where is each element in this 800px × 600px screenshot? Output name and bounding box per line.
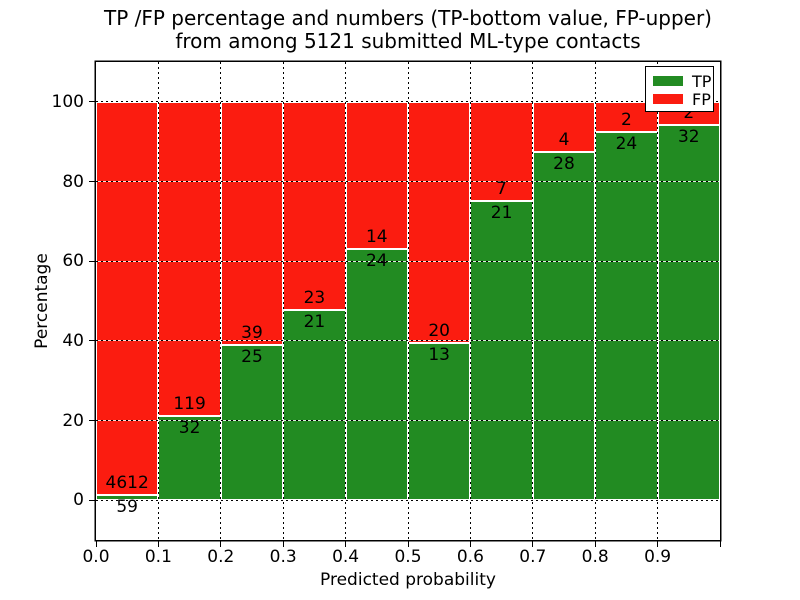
- h-gridline: [96, 181, 720, 182]
- tp-count-label: 21: [303, 312, 326, 333]
- fp-count-label: 4612: [105, 473, 149, 494]
- x-tick-label: 0.8: [581, 547, 609, 567]
- legend: TP FP: [645, 66, 714, 112]
- x-tick: [719, 540, 721, 547]
- fp-count-label: 23: [303, 288, 326, 309]
- fp-bar-segment: [283, 101, 346, 311]
- fp-count-label: 20: [428, 321, 450, 342]
- h-gridline: [96, 101, 720, 103]
- h-gridline: [96, 420, 720, 421]
- x-tick-label: 0.5: [394, 547, 422, 567]
- x-tick-label: 0.2: [207, 547, 235, 567]
- chart-title: TP /FP percentage and numbers (TP-bottom…: [96, 7, 720, 53]
- v-gridline: [594, 62, 596, 540]
- fp-bar-segment: [96, 101, 159, 496]
- tp-bar-segment: [345, 248, 408, 501]
- legend-swatch-tp: [653, 76, 683, 86]
- fp-count-label: 7: [496, 179, 507, 200]
- tp-count-label: 32: [677, 127, 700, 148]
- fp-count-label: 2: [620, 110, 632, 131]
- h-gridline: [96, 499, 720, 501]
- x-tick: [657, 540, 659, 547]
- tp-bar-segment: [532, 151, 596, 501]
- y-tick: [89, 499, 96, 501]
- plot-area: 4612 59 119 32 39 25 23 21 14 24 20 13 7 21 4 28 2 24 2 32 T…: [96, 62, 720, 540]
- fp-count-label: 14: [365, 226, 388, 247]
- tp-count-label: 21: [490, 203, 513, 224]
- v-gridline: [345, 62, 347, 540]
- tp-count-label: 24: [365, 250, 388, 271]
- fp-count-label: 119: [173, 393, 206, 414]
- y-tick-label: 20: [62, 410, 84, 431]
- y-tick-label: 40: [62, 330, 84, 351]
- tp-bar-segment: [158, 415, 221, 501]
- legend-label-tp: TP: [692, 71, 712, 91]
- v-gridline: [469, 62, 471, 540]
- legend-swatch-fp: [653, 94, 683, 104]
- fp-bar-segment: [220, 101, 284, 345]
- fp-bar-segment: [408, 101, 471, 344]
- tp-count-label: 13: [428, 345, 450, 366]
- x-tick-label: 0.0: [82, 547, 110, 567]
- y-tick: [89, 420, 96, 421]
- y-tick-label: 60: [62, 251, 84, 272]
- tp-bar-segment: [470, 201, 533, 501]
- tp-count-label: 28: [553, 153, 575, 174]
- v-gridline: [532, 62, 534, 540]
- v-gridline: [157, 62, 159, 540]
- tp-bar-segment: [657, 125, 720, 501]
- chart-title-line1: TP /FP percentage and numbers (TP-bottom…: [104, 6, 712, 30]
- x-tick-label: 0.7: [519, 547, 547, 567]
- x-tick: [220, 540, 222, 547]
- fp-bar-segment: [532, 101, 596, 152]
- tp-bar-segment: [96, 495, 159, 501]
- x-tick-label: 0.6: [456, 547, 484, 567]
- x-tick: [157, 540, 159, 547]
- v-gridline: [282, 62, 284, 540]
- tp-count-label: 25: [241, 346, 263, 367]
- x-tick-label: 0.4: [332, 547, 360, 567]
- legend-row-tp: TP: [653, 72, 711, 90]
- tp-bar-segment: [283, 310, 346, 501]
- fp-count-label: 4: [558, 129, 570, 150]
- fp-count-label: 39: [241, 322, 263, 343]
- fp-bar-segment: [158, 101, 221, 416]
- x-tick-label: 0.3: [269, 547, 297, 567]
- legend-label-fp: FP: [692, 89, 711, 109]
- x-tick: [469, 540, 471, 547]
- x-tick-label: 0.9: [644, 547, 672, 567]
- fp-bar-segment: [345, 101, 408, 249]
- chart-title-line2: from among 5121 submitted ML-type contac…: [175, 29, 641, 53]
- x-tick: [532, 540, 534, 547]
- y-tick: [89, 101, 96, 103]
- tp-bar-segment: [595, 132, 658, 501]
- v-gridline: [407, 62, 409, 540]
- y-tick: [89, 340, 96, 342]
- y-tick: [89, 260, 96, 262]
- x-tick: [95, 540, 97, 547]
- x-tick: [594, 540, 596, 547]
- v-gridline: [657, 62, 659, 540]
- fp-count-label: 2: [683, 103, 695, 124]
- x-axis-label: Predicted probability: [320, 570, 496, 590]
- tp-bar-segment: [220, 344, 284, 501]
- x-tick-label: 0.1: [144, 547, 172, 567]
- y-tick-label: 80: [62, 171, 84, 192]
- h-gridline: [96, 340, 720, 342]
- x-tick: [345, 540, 347, 547]
- tp-count-label: 24: [615, 134, 638, 155]
- h-gridline: [96, 260, 720, 262]
- y-tick-label: 100: [51, 91, 84, 112]
- y-tick: [89, 181, 96, 182]
- tp-bar-segment: [408, 343, 471, 501]
- v-gridline: [220, 62, 222, 540]
- x-tick: [407, 540, 409, 547]
- y-tick-label: 0: [73, 490, 84, 511]
- tp-count-label: 32: [178, 417, 201, 438]
- x-tick: [282, 540, 284, 547]
- tp-count-label: 59: [116, 497, 138, 518]
- legend-row-fp: FP: [653, 90, 711, 108]
